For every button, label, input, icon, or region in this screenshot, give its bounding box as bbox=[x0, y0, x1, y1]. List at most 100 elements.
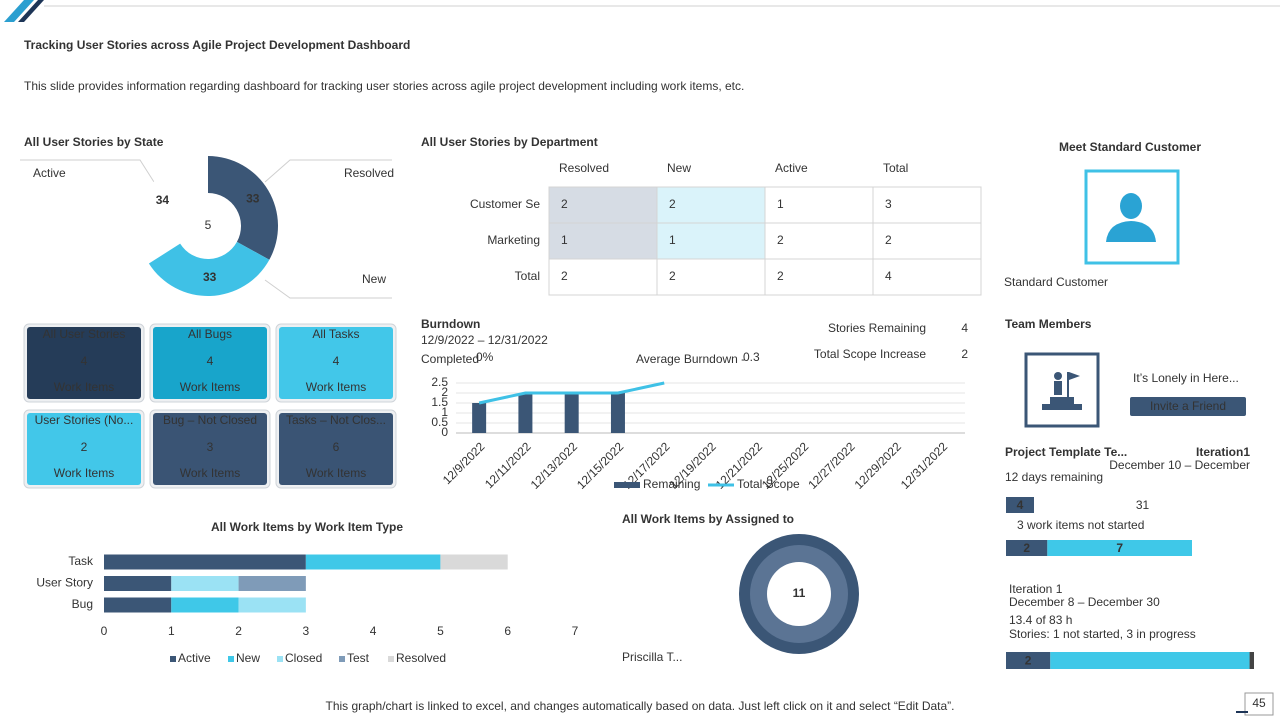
row-label: Customer Se bbox=[470, 197, 540, 211]
completed-label: Completed bbox=[421, 352, 479, 366]
donut-slice bbox=[148, 241, 270, 296]
tile-unit: Work Items bbox=[180, 380, 240, 394]
bar-segment bbox=[440, 554, 508, 570]
stat-value: 4 bbox=[961, 321, 968, 335]
slice-label: 33 bbox=[246, 192, 260, 206]
cell-value: 2 bbox=[777, 233, 784, 247]
x-tick-label: 12/13/2022 bbox=[528, 439, 581, 492]
legend-label: Resolved bbox=[396, 651, 446, 665]
tile bbox=[279, 327, 393, 399]
customer-icon bbox=[1106, 193, 1156, 242]
bar-segment bbox=[171, 576, 239, 591]
slice-label: 33 bbox=[203, 270, 217, 284]
subtitle: This slide provides information regardin… bbox=[24, 79, 744, 93]
line bbox=[478, 381, 665, 405]
days-remaining: 12 days remaining bbox=[1005, 470, 1103, 484]
legend-label: Closed bbox=[285, 651, 322, 665]
table-cell bbox=[764, 186, 874, 224]
slice-category: Active bbox=[33, 166, 66, 180]
bar bbox=[518, 393, 533, 433]
tile-value: 4 bbox=[333, 354, 340, 368]
tile-value: 4 bbox=[207, 354, 214, 368]
table-title: All User Stories by Department bbox=[421, 135, 598, 149]
tile bbox=[153, 327, 267, 399]
table-cell bbox=[764, 258, 874, 296]
tile-value: 3 bbox=[207, 440, 214, 454]
y-tick-label: 2 bbox=[441, 385, 448, 399]
x-tick-label: 12/27/2022 bbox=[805, 439, 858, 492]
customer-frame bbox=[1084, 169, 1180, 265]
leader-line bbox=[264, 159, 392, 183]
legend-label: Test bbox=[347, 651, 370, 665]
donut-center: 5 bbox=[205, 218, 212, 232]
x-tick-label: 12/31/2022 bbox=[898, 439, 951, 492]
progress-label: 4 bbox=[1017, 498, 1024, 512]
progress-segment bbox=[1006, 497, 1034, 513]
progress-label: 31 bbox=[1136, 498, 1150, 512]
average-value: 0.3 bbox=[743, 350, 760, 364]
date-range: 12/9/2022 – 12/31/2022 bbox=[421, 333, 548, 347]
tile-unit: Work Items bbox=[306, 380, 366, 394]
chart-title: Burndown bbox=[421, 317, 480, 331]
tile-title: All Bugs bbox=[188, 327, 232, 341]
legend-marker bbox=[277, 656, 283, 662]
cell-value: 2 bbox=[777, 269, 784, 283]
table-cell bbox=[656, 222, 766, 260]
x-tick-label: 6 bbox=[504, 624, 511, 638]
progress-segment bbox=[1249, 652, 1254, 669]
invite-button[interactable] bbox=[1130, 397, 1246, 416]
cell-value: 1 bbox=[777, 197, 784, 211]
legend-marker bbox=[228, 656, 234, 662]
row-label: Marketing bbox=[487, 233, 540, 247]
progress-label: 2 bbox=[1025, 654, 1032, 668]
bar bbox=[564, 393, 579, 433]
average-label: Average Burndown - bbox=[636, 352, 745, 366]
tile-title: Tasks – Not Clos... bbox=[286, 413, 386, 427]
legend-label: Total Scope bbox=[737, 477, 800, 491]
chart-title: All User Stories by State bbox=[24, 135, 164, 149]
y-tick-label: User Story bbox=[36, 576, 93, 590]
leader-line bbox=[264, 279, 392, 299]
tile bbox=[279, 413, 393, 485]
slice-category: Resolved bbox=[344, 166, 394, 180]
progress-segment bbox=[1050, 652, 1250, 669]
footer: This graph/chart is linked to excel, and… bbox=[326, 699, 955, 713]
column-header: Resolved bbox=[559, 161, 609, 175]
x-tick-label: 12/9/2022 bbox=[440, 439, 488, 487]
legend-marker bbox=[388, 656, 394, 662]
x-tick-label: 1 bbox=[168, 624, 175, 638]
decoration bbox=[4, 0, 34, 22]
cell-value: 2 bbox=[885, 233, 892, 247]
cell-value: 1 bbox=[561, 233, 568, 247]
x-tick-label: 2 bbox=[235, 624, 242, 638]
tile-value: 4 bbox=[81, 354, 88, 368]
slice-label: 34 bbox=[156, 193, 170, 207]
stories-status: Stories: 1 not started, 3 in progress bbox=[1009, 627, 1196, 641]
legend-marker bbox=[170, 656, 176, 662]
completed-value: 0% bbox=[476, 350, 494, 364]
column-header: Total bbox=[883, 161, 908, 175]
tile-title: User Stories (No... bbox=[35, 413, 134, 427]
bar bbox=[610, 393, 625, 433]
tile-value: 2 bbox=[81, 440, 88, 454]
progress-label: 2 bbox=[1023, 541, 1030, 555]
table-cell bbox=[764, 222, 874, 260]
tile-title: All Tasks bbox=[312, 327, 359, 341]
bar-segment bbox=[305, 554, 441, 570]
tile-value: 6 bbox=[333, 440, 340, 454]
hours: 13.4 of 83 h bbox=[1009, 613, 1072, 627]
table-cell bbox=[872, 258, 982, 296]
legend-label: New bbox=[236, 651, 260, 665]
cell-value: 1 bbox=[669, 233, 676, 247]
progress-segment bbox=[1006, 540, 1048, 556]
bar-segment bbox=[104, 554, 306, 570]
iteration: Iteration1 bbox=[1196, 445, 1250, 459]
table-cell bbox=[872, 186, 982, 224]
bar bbox=[472, 403, 487, 433]
legend-marker bbox=[339, 656, 345, 662]
progress-label: 7 bbox=[1116, 541, 1123, 555]
ring-hole bbox=[767, 562, 831, 626]
stat-label: Total Scope Increase bbox=[814, 347, 926, 361]
progress-segment bbox=[1034, 497, 1251, 513]
y-tick-label: Task bbox=[68, 554, 94, 568]
